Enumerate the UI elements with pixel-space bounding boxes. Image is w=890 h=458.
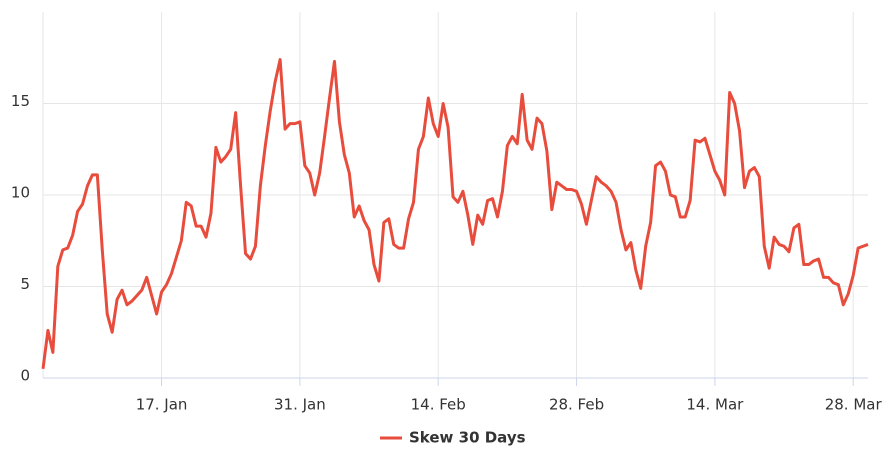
- x-tick-label: 14. Mar: [686, 396, 744, 414]
- x-tick-label: 28. Mar: [825, 396, 883, 414]
- x-tick-label: 28. Feb: [549, 396, 604, 414]
- y-tick-label: 0: [20, 367, 30, 385]
- y-tick-label: 10: [11, 184, 30, 202]
- y-tick-label: 5: [20, 275, 30, 293]
- x-tick-label: 31. Jan: [274, 396, 326, 414]
- y-tick-label: 15: [11, 92, 30, 110]
- x-tick-label: 17. Jan: [136, 396, 188, 414]
- x-tick-label: 14. Feb: [411, 396, 466, 414]
- line-series: [41, 58, 869, 370]
- legend-label: Skew 30 Days: [409, 429, 526, 447]
